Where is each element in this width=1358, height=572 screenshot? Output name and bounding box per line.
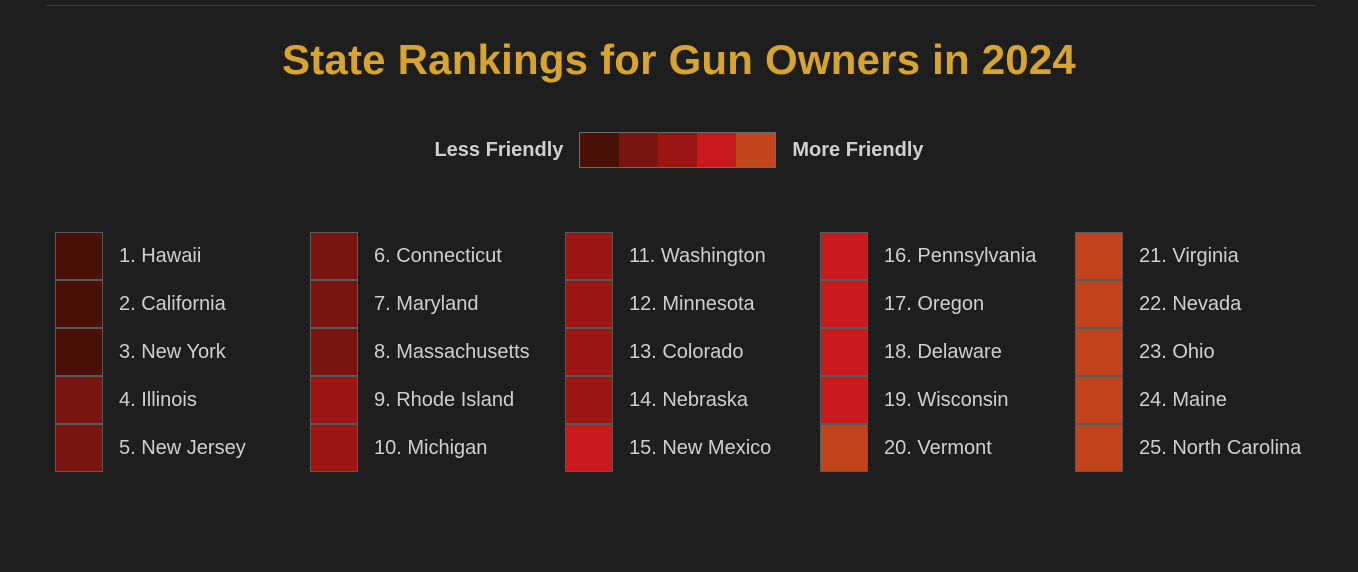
ranking-column-4: 16. Pennsylvania 17. Oregon 18. Delaware 19… (820, 232, 1070, 482)
ranking-label: 14. Nebraska (629, 389, 748, 411)
ranking-item: 4. Illinois (55, 376, 305, 424)
ranking-item: 5. New Jersey (55, 424, 305, 472)
ranking-label: 19. Wisconsin (884, 389, 1009, 411)
ranking-swatch (820, 424, 868, 472)
ranking-label: 6. Connecticut (374, 245, 502, 267)
ranking-item: 16. Pennsylvania (820, 232, 1070, 280)
ranking-label: 2. California (119, 293, 226, 315)
ranking-label: 18. Delaware (884, 341, 1002, 363)
ranking-swatch (565, 328, 613, 376)
ranking-column-1: 1. Hawaii 2. California 3. New York 4. Illi… (55, 232, 305, 482)
ranking-item: 10. Michigan (310, 424, 560, 472)
ranking-item: 8. Massachusetts (310, 328, 560, 376)
ranking-column-5: 21. Virginia 22. Nevada 23. Ohio 24. Maine 2… (1075, 232, 1325, 482)
ranking-swatch (310, 280, 358, 328)
ranking-label: 11. Washington (629, 245, 766, 267)
ranking-label: 23. Ohio (1139, 341, 1215, 363)
ranking-label: 3. New York (119, 341, 226, 363)
ranking-label: 12. Minnesota (629, 293, 755, 315)
ranking-label: 21. Virginia (1139, 245, 1239, 267)
legend-swatch-3 (658, 133, 698, 167)
ranking-item: 21. Virginia (1075, 232, 1325, 280)
legend-swatch-1 (580, 133, 620, 167)
ranking-label: 20. Vermont (884, 437, 992, 459)
ranking-label: 4. Illinois (119, 389, 197, 411)
ranking-item: 15. New Mexico (565, 424, 815, 472)
legend-swatch-2 (619, 133, 659, 167)
ranking-label: 16. Pennsylvania (884, 245, 1037, 267)
ranking-item: 13. Colorado (565, 328, 815, 376)
ranking-swatch (1075, 232, 1123, 280)
ranking-label: 9. Rhode Island (374, 389, 515, 411)
ranking-swatch (55, 424, 103, 472)
color-legend: Less Friendly More Friendly (0, 132, 1358, 168)
ranking-item: 6. Connecticut (310, 232, 560, 280)
ranking-item: 23. Ohio (1075, 328, 1325, 376)
ranking-item: 2. California (55, 280, 305, 328)
ranking-swatch (55, 328, 103, 376)
state-ranking-grid: 1. Hawaii 2. California 3. New York 4. Illi… (55, 232, 1345, 482)
ranking-swatch (820, 376, 868, 424)
legend-swatch-5 (736, 133, 776, 167)
ranking-label: 17. Oregon (884, 293, 985, 315)
ranking-item: 22. Nevada (1075, 280, 1325, 328)
ranking-swatch (310, 232, 358, 280)
ranking-swatch (820, 232, 868, 280)
ranking-swatch (565, 376, 613, 424)
ranking-item: 17. Oregon (820, 280, 1070, 328)
ranking-column-3: 11. Washington 12. Minnesota 13. Colorado 1… (565, 232, 815, 482)
ranking-swatch (310, 376, 358, 424)
legend-color-scale (579, 132, 777, 168)
legend-swatch-4 (697, 133, 737, 167)
ranking-item: 7. Maryland (310, 280, 560, 328)
ranking-swatch (55, 232, 103, 280)
ranking-swatch (820, 328, 868, 376)
legend-low-label: Less Friendly (434, 138, 564, 161)
ranking-swatch (565, 424, 613, 472)
ranking-label: 25. North Carolina (1139, 437, 1302, 459)
ranking-swatch (1075, 376, 1123, 424)
ranking-swatch (565, 232, 613, 280)
legend-high-label: More Friendly (792, 138, 924, 161)
ranking-swatch (1075, 424, 1123, 472)
ranking-item: 14. Nebraska (565, 376, 815, 424)
ranking-swatch (310, 424, 358, 472)
ranking-swatch (820, 280, 868, 328)
ranking-item: 19. Wisconsin (820, 376, 1070, 424)
ranking-item: 20. Vermont (820, 424, 1070, 472)
ranking-item: 25. North Carolina (1075, 424, 1325, 472)
ranking-swatch (1075, 280, 1123, 328)
ranking-item: 9. Rhode Island (310, 376, 560, 424)
ranking-item: 11. Washington (565, 232, 815, 280)
ranking-swatch (565, 280, 613, 328)
ranking-label: 13. Colorado (629, 341, 744, 363)
ranking-item: 24. Maine (1075, 376, 1325, 424)
ranking-column-2: 6. Connecticut 7. Maryland 8. Massachusett… (310, 232, 560, 482)
ranking-label: 8. Massachusetts (374, 341, 530, 363)
ranking-item: 3. New York (55, 328, 305, 376)
ranking-label: 1. Hawaii (119, 245, 202, 267)
ranking-item: 18. Delaware (820, 328, 1070, 376)
ranking-swatch (1075, 328, 1123, 376)
ranking-label: 10. Michigan (374, 437, 488, 459)
ranking-label: 7. Maryland (374, 293, 479, 315)
ranking-label: 15. New Mexico (629, 437, 772, 459)
ranking-label: 22. Nevada (1139, 293, 1242, 315)
chart-title: State Rankings for Gun Owners in 2024 (282, 36, 1076, 83)
ranking-item: 1. Hawaii (55, 232, 305, 280)
ranking-swatch (310, 328, 358, 376)
ranking-item: 12. Minnesota (565, 280, 815, 328)
ranking-label: 5. New Jersey (119, 437, 246, 459)
ranking-label: 24. Maine (1139, 389, 1227, 411)
ranking-swatch (55, 376, 103, 424)
top-divider (46, 5, 1316, 6)
ranking-swatch (55, 280, 103, 328)
